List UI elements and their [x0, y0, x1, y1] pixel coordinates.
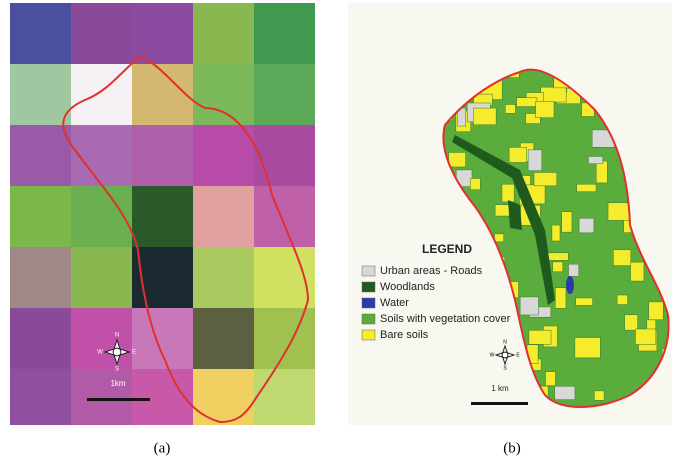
figure: N E S W 1km (a) LEGEND Urban areas - Roa…	[0, 0, 682, 463]
pixel	[132, 186, 194, 248]
pixel-grid	[10, 3, 316, 431]
pixel	[193, 3, 255, 65]
water	[566, 276, 574, 294]
field	[562, 212, 572, 232]
pixel	[71, 247, 133, 309]
legend-swatch	[362, 298, 375, 308]
field	[536, 101, 554, 117]
compass-n: N	[503, 339, 507, 345]
pixel	[71, 3, 133, 65]
pixel	[71, 64, 133, 126]
scale-bar	[471, 402, 528, 405]
field	[520, 297, 538, 315]
field	[449, 152, 466, 167]
legend-swatch	[362, 314, 375, 324]
field	[555, 288, 566, 309]
field	[517, 98, 537, 107]
pixel	[193, 64, 255, 126]
pixel	[254, 125, 316, 187]
field	[575, 338, 600, 358]
field	[529, 330, 551, 344]
pixel	[10, 369, 72, 431]
field	[649, 302, 663, 320]
legend-label: Soils with vegetation cover	[380, 313, 511, 325]
legend-swatch	[362, 266, 375, 276]
legend-label: Water	[380, 297, 409, 309]
field	[675, 65, 682, 75]
pixel	[254, 308, 316, 370]
pixel	[193, 186, 255, 248]
legend-label: Woodlands	[380, 281, 435, 293]
field	[625, 315, 638, 330]
page: Figure {"panels": [ {"label": "(a)", "sc…	[0, 0, 682, 463]
legend-label: Urban areas - Roads	[380, 265, 483, 277]
field	[552, 225, 560, 241]
body: N E S W 1km (a) LEGEND Urban areas - Roa…	[0, 0, 682, 463]
compass-w: W	[97, 350, 103, 356]
field	[528, 150, 542, 171]
panel-label: (b)	[503, 440, 521, 456]
pixel	[10, 3, 72, 65]
field	[470, 178, 480, 189]
field	[509, 147, 526, 162]
field	[631, 262, 644, 281]
field	[671, 155, 680, 174]
compass-n: N	[115, 333, 119, 339]
pixel	[254, 369, 316, 431]
field	[534, 172, 557, 185]
pixel	[254, 247, 316, 309]
panel-label: (a)	[154, 440, 171, 456]
pixel	[193, 308, 255, 370]
legend-label: Bare soils	[380, 329, 429, 341]
legend-swatch	[362, 282, 375, 292]
field	[613, 250, 630, 266]
field	[546, 372, 556, 386]
field	[502, 184, 514, 202]
field	[505, 105, 515, 114]
pixel	[132, 308, 194, 370]
pixel	[10, 186, 72, 248]
legend-swatch	[362, 330, 375, 340]
scale-bar	[87, 398, 150, 401]
pixel	[10, 125, 72, 187]
pixel	[254, 3, 316, 65]
field	[579, 218, 594, 233]
pixel	[193, 125, 255, 187]
field	[569, 264, 579, 276]
compass-s: S	[115, 367, 119, 373]
legend-title: LEGEND	[422, 242, 472, 256]
pixel	[254, 186, 316, 248]
field	[576, 298, 593, 305]
field	[588, 156, 602, 163]
compass-e: E	[132, 350, 136, 356]
field	[553, 262, 563, 272]
field	[577, 184, 596, 191]
pixel	[193, 247, 255, 309]
pixel	[71, 308, 133, 370]
field	[555, 386, 575, 399]
field	[594, 391, 604, 400]
pixel	[10, 308, 72, 370]
pixel	[132, 125, 194, 187]
pixel	[254, 64, 316, 126]
field	[495, 234, 504, 242]
field	[635, 329, 655, 345]
field	[548, 253, 568, 261]
scale-label: 1 km	[491, 384, 509, 393]
compass-w: W	[490, 352, 495, 358]
field	[617, 295, 627, 305]
field	[673, 297, 682, 314]
field	[673, 224, 682, 239]
field	[541, 87, 567, 102]
pixel	[132, 3, 194, 65]
pixel	[10, 247, 72, 309]
field	[596, 161, 607, 183]
pixel	[10, 64, 72, 126]
field	[473, 108, 496, 125]
scale-label: 1km	[110, 379, 125, 388]
